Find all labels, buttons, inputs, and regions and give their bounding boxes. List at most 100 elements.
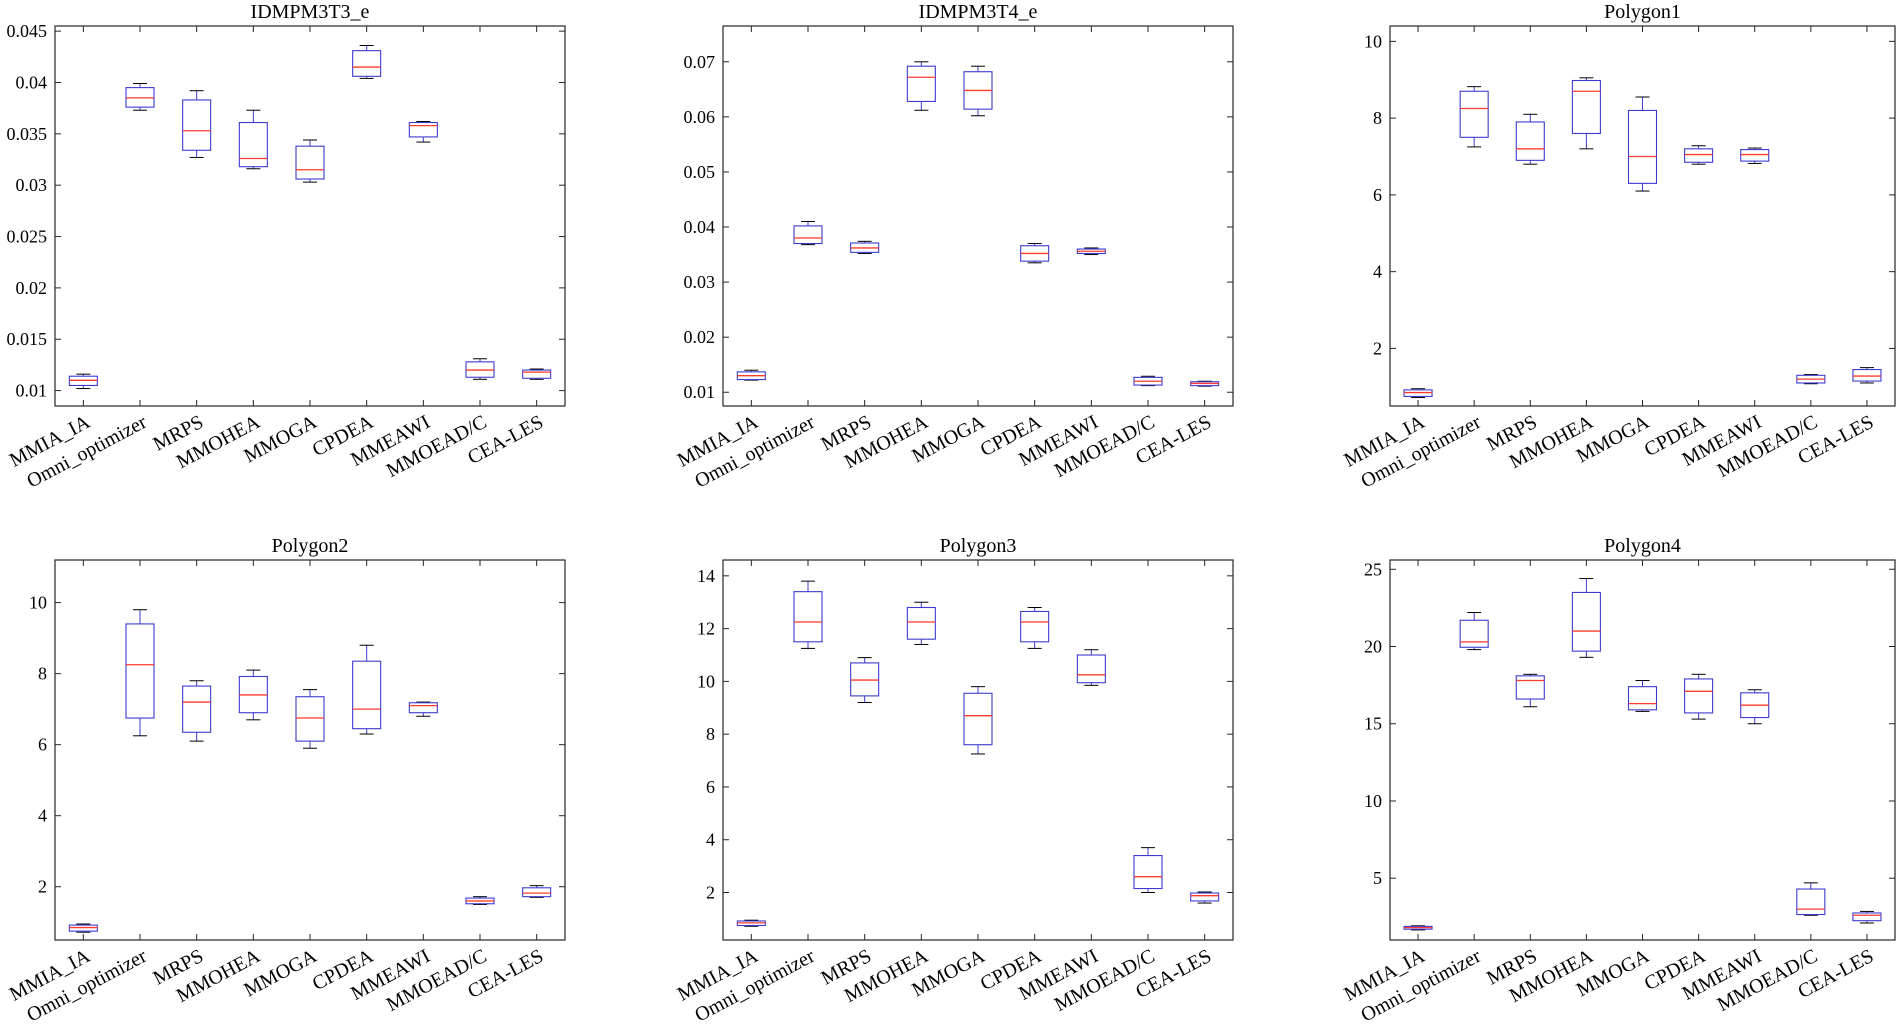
iqr-box: [295, 145, 325, 180]
y-tick-label: 0.04: [684, 217, 716, 237]
iqr-box: [1852, 912, 1882, 922]
y-tick-label: 2: [38, 877, 47, 897]
box-MMEAWI: [1076, 247, 1106, 256]
iqr-box: [1684, 148, 1714, 163]
iqr-box: [1190, 892, 1220, 902]
iqr-box: [522, 887, 552, 898]
axes-frame: [54, 559, 566, 941]
box-CEA-LES: [1852, 910, 1882, 924]
chart-title: IDMPM3T3_e: [251, 1, 370, 23]
y-tick-label: 20: [1364, 637, 1382, 657]
box-CPDEA: [352, 644, 382, 735]
axes-frame: [1389, 25, 1896, 407]
box-MMOHEA: [906, 601, 936, 645]
box-MMEAWI: [1076, 649, 1106, 686]
iqr-box: [408, 121, 438, 138]
y-tick-label: 0.02: [16, 278, 48, 298]
box-MRPS: [850, 657, 880, 703]
box-MMIA_IA: [68, 373, 98, 390]
y-tick-label: 0.035: [7, 124, 48, 144]
box-MMEAWI: [408, 701, 438, 717]
box-CPDEA: [1020, 243, 1050, 264]
chart-panel-6: Polygon4510152025MMIA_IAOmni_optimizerMR…: [1341, 535, 1896, 1026]
iqr-box: [906, 65, 936, 102]
box-MMOHEA: [906, 61, 936, 111]
box-Omni_optimizer: [1459, 86, 1489, 148]
box-MRPS: [182, 90, 212, 158]
y-tick-label: 0.07: [684, 52, 716, 72]
axes-frame: [722, 25, 1234, 407]
iqr-box: [1133, 855, 1163, 890]
iqr-box: [238, 121, 268, 168]
iqr-box: [1571, 79, 1601, 135]
y-tick-label: 0.04: [16, 72, 48, 92]
iqr-box: [295, 696, 325, 742]
y-tick-label: 10: [29, 593, 47, 613]
box-MMEAWI: [408, 121, 438, 143]
chart-panel-2: IDMPM3T4_e0.010.020.030.040.050.060.07MM…: [674, 1, 1234, 492]
y-tick-label: 0.03: [684, 272, 716, 292]
box-MMOHEA: [1571, 578, 1601, 658]
box-MRPS: [1515, 673, 1545, 708]
y-tick-label: 0.01: [684, 382, 716, 402]
box-MMOHEA: [238, 669, 268, 721]
chart-panel-3: Polygon1246810MMIA_IAOmni_optimizerMRPSM…: [1341, 1, 1896, 492]
box-MRPS: [1515, 113, 1545, 165]
iqr-box: [1076, 654, 1106, 684]
iqr-box: [522, 369, 552, 379]
y-tick-label: 10: [1364, 791, 1382, 811]
box-MMOEAD/C: [1133, 375, 1163, 387]
y-tick-label: 4: [1373, 262, 1382, 282]
box-MMOGA: [1627, 96, 1658, 192]
box-MMOGA: [963, 686, 993, 755]
box-MMIA_IA: [736, 919, 766, 927]
y-tick-label: 8: [1373, 108, 1382, 128]
iqr-box: [352, 50, 382, 77]
y-tick-label: 10: [697, 671, 715, 691]
chart-panel-1: IDMPM3T3_e 0.01 0.015 0.02 0.025 0.03 0.035 0.0…: [6, 1, 566, 492]
box-MMOEAD/C: [1133, 847, 1163, 893]
y-tick-label: 0.045: [7, 21, 48, 41]
iqr-box: [1627, 686, 1658, 711]
box-CEA-LES: [1852, 367, 1882, 384]
box-MMIA_IA: [68, 923, 98, 933]
box-CPDEA: [1684, 145, 1714, 165]
box-MMOGA: [295, 139, 325, 183]
iqr-box: [1459, 90, 1489, 138]
y-tick-label: 2: [1373, 338, 1382, 358]
y-tick-label: 0.03: [16, 175, 48, 195]
y-tick-label: 0.06: [684, 107, 716, 127]
box-CEA-LES: [1190, 380, 1220, 387]
chart-title: IDMPM3T4_e: [919, 1, 1038, 23]
box-MMOEAD/C: [1796, 882, 1826, 916]
iqr-box: [1515, 675, 1545, 700]
box-MMOEAD/C: [465, 358, 495, 380]
box-Omni_optimizer: [125, 609, 155, 737]
iqr-box: [352, 660, 382, 730]
y-tick-label: 14: [697, 566, 715, 586]
box-Omni_optimizer: [1459, 612, 1489, 651]
y-tick-label: 25: [1364, 559, 1382, 579]
y-tick-label: 10: [1364, 31, 1382, 51]
box-MMOHEA: [1571, 77, 1601, 150]
box-MRPS: [850, 240, 880, 254]
iqr-box: [1740, 149, 1770, 162]
box-CEA-LES: [522, 368, 552, 380]
iqr-box: [182, 685, 212, 733]
box-MMEAWI: [1740, 147, 1770, 164]
box-CEA-LES: [1190, 891, 1220, 904]
chart-title: Polygon1: [1604, 1, 1681, 23]
chart-title: Polygon3: [940, 535, 1017, 557]
y-tick-label: 6: [38, 735, 47, 755]
box-MMOGA: [963, 65, 993, 117]
box-Omni_optimizer: [793, 580, 823, 649]
box-Omni_optimizer: [793, 221, 823, 246]
box-CPDEA: [352, 45, 382, 79]
iqr-box: [1571, 591, 1601, 652]
box-MRPS: [182, 680, 212, 742]
y-tick-label: 4: [706, 830, 715, 850]
box-CPDEA: [1684, 673, 1714, 720]
y-tick-label: 5: [1373, 868, 1382, 888]
